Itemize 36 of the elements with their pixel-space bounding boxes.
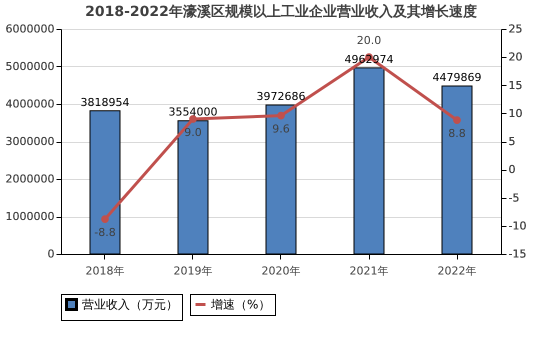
y2-tick-label: 20 [508, 50, 522, 64]
x-tick-label: 2018年 [86, 264, 124, 278]
y-tick-label: 4000000 [6, 98, 54, 110]
legend-label: 营业收入（万元） [82, 298, 178, 312]
y-tick-label: 5000000 [6, 60, 54, 73]
point [277, 112, 285, 120]
y-tick-label: 6000000 [6, 22, 54, 36]
y-tick-label: 0 [48, 248, 54, 260]
x-tick-label: 2022年 [438, 264, 476, 278]
y-tick-label: 1000000 [6, 210, 54, 223]
data-label: 8.8 [448, 127, 466, 140]
y2-tick-label: -5 [508, 191, 520, 204]
point [453, 116, 461, 124]
x-tick-label: 2019年 [174, 264, 212, 278]
data-label: 3972686 [256, 90, 306, 104]
y2-tick-label: 0 [508, 163, 516, 176]
y2-tick-label: -10 [508, 219, 526, 232]
data-label: 9.6 [272, 122, 290, 136]
data-label: 3818954 [80, 96, 130, 109]
data-label: 3554000 [168, 106, 218, 119]
y-tick-label: 3000000 [6, 135, 54, 148]
y-tick-label: 2000000 [6, 172, 54, 186]
y2-tick-label: 5 [508, 135, 516, 148]
legend-label: 增速（%） [210, 298, 270, 312]
y2-tick-label: 15 [508, 78, 522, 92]
point [101, 215, 109, 223]
data-label: 4479869 [432, 71, 482, 84]
y2-tick-label: -15 [508, 248, 526, 260]
data-label: 9.0 [184, 126, 202, 139]
x-tick-label: 2021年 [350, 264, 388, 278]
data-label: 20.0 [356, 34, 382, 48]
data-label: -8.8 [94, 226, 116, 240]
x-tick-label: 2020年 [262, 264, 300, 278]
y2-tick-label: 25 [508, 22, 522, 36]
chart-title: 2018-2022年濠溪区规模以上工业企业营业收入及其增长速度 [85, 3, 477, 20]
y2-tick-label: 10 [508, 106, 522, 120]
